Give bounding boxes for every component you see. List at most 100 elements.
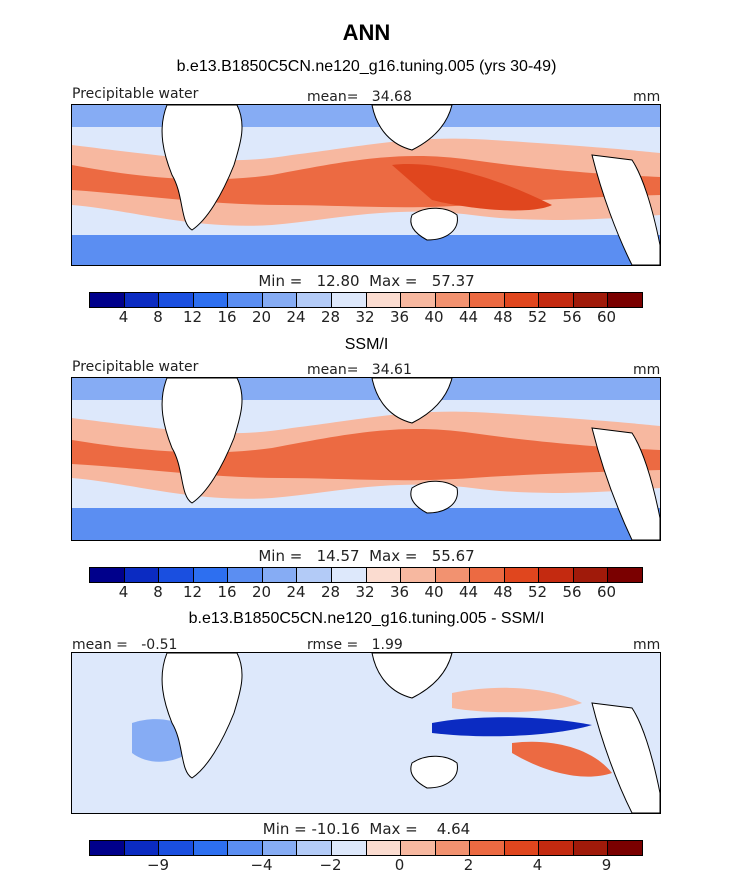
colorbar-swatch	[504, 568, 540, 582]
colorbar-tick-label: 16	[217, 308, 237, 326]
colorbar-tick-label: 9	[601, 856, 612, 874]
colorbar-swatch	[228, 841, 263, 855]
colorbar-swatch	[124, 293, 160, 307]
figure-title: ANN	[342, 20, 391, 45]
colorbar-tick-label: 40	[424, 583, 444, 601]
panel3-warm-south	[512, 741, 612, 777]
colorbar-swatch	[90, 293, 125, 307]
colorbar-swatch	[608, 841, 642, 855]
colorbar-swatch	[573, 841, 609, 855]
colorbar-tick-label: 32	[355, 308, 375, 326]
colorbar-tick-label: 24	[286, 583, 306, 601]
panel2-map-svg	[72, 378, 660, 540]
panel2-america	[591, 427, 660, 540]
colorbar-tick-label: 52	[527, 583, 548, 601]
panel1-north-band	[72, 105, 660, 127]
colorbar-tick-label: 20	[251, 308, 272, 326]
panel3-subtitle: b.e13.B1850C5CN.ne120_g16.tuning.005 - S…	[188, 610, 545, 627]
panel3-min-max: Min = -10.16 Max = 4.64	[262, 820, 471, 838]
colorbar-tick-label: 60	[596, 308, 617, 326]
colorbar-swatch	[331, 568, 367, 582]
panel1-min-max: Min = 12.80 Max = 57.37	[258, 272, 475, 290]
colorbar-swatch	[435, 841, 471, 855]
panel3-mean-label: mean = -0.51	[72, 637, 178, 653]
panel1-units-label: mm	[633, 89, 661, 105]
panel3-africa	[161, 653, 243, 779]
colorbar-swatch	[90, 568, 125, 582]
colorbar-swatch	[331, 293, 367, 307]
colorbar-tick-label: 16	[217, 583, 237, 601]
panel1-america	[591, 154, 660, 265]
colorbar-tick-label: 60	[596, 583, 617, 601]
panel1-subtitle: b.e13.B1850C5CN.ne120_g16.tuning.005 (yr…	[176, 58, 557, 75]
colorbar-tick-label: 56	[562, 308, 582, 326]
panel3-australia	[410, 755, 458, 789]
colorbar-tick-label: 48	[493, 308, 513, 326]
panel1-australia	[410, 207, 458, 241]
panel1-colorbar-ticks: 4 8 12 16 20 24 28 32 36 40 44 48 52 56 60	[89, 308, 641, 328]
colorbar-swatch	[504, 293, 540, 307]
panel3-america	[591, 702, 660, 813]
colorbar-swatch	[331, 841, 367, 855]
panel2-asia	[371, 378, 453, 424]
panel2-north-band	[72, 378, 660, 400]
panel2-australia	[410, 480, 458, 514]
colorbar-swatch	[401, 293, 436, 307]
colorbar-swatch	[124, 568, 160, 582]
colorbar-swatch	[124, 841, 160, 855]
panel2-colorbar-ticks: 4 8 12 16 20 24 28 32 36 40 44 48 52 56 60	[89, 583, 641, 603]
colorbar-tick-label: 4	[118, 308, 129, 326]
colorbar-tick-label: −4	[250, 856, 273, 874]
colorbar-tick-label: −9	[146, 856, 170, 874]
colorbar-swatch	[159, 568, 194, 582]
colorbar-tick-label: 36	[389, 583, 410, 601]
panel1-asia	[371, 105, 453, 151]
colorbar-swatch	[193, 293, 229, 307]
colorbar-tick-label: 44	[458, 583, 479, 601]
colorbar-swatch	[297, 841, 332, 855]
panel2-min-max: Min = 14.57 Max = 55.67	[258, 547, 475, 565]
colorbar-swatch	[366, 568, 402, 582]
panel2-africa	[161, 378, 243, 504]
panel1-colorbar	[89, 292, 643, 308]
colorbar-swatch	[470, 568, 505, 582]
colorbar-swatch	[539, 568, 574, 582]
colorbar-swatch	[539, 293, 574, 307]
colorbar-swatch	[401, 568, 436, 582]
panel2-units-label: mm	[633, 362, 661, 378]
colorbar-swatch	[573, 568, 609, 582]
colorbar-swatch	[435, 293, 471, 307]
colorbar-swatch	[573, 293, 609, 307]
colorbar-tick-label: 2	[463, 856, 474, 874]
panel1-field-label: Precipitable water	[72, 86, 199, 102]
colorbar-swatch	[366, 293, 402, 307]
colorbar-tick-label: 0	[394, 856, 405, 874]
colorbar-swatch	[608, 293, 642, 307]
colorbar-swatch	[470, 841, 505, 855]
colorbar-swatch	[504, 841, 540, 855]
colorbar-tick-label: 48	[493, 583, 513, 601]
colorbar-swatch	[193, 568, 229, 582]
colorbar-swatch	[228, 568, 263, 582]
panel3-rmse-label: rmse = 1.99	[307, 637, 403, 653]
panel3-units-label: mm	[633, 637, 661, 653]
colorbar-tick-label: 36	[389, 308, 410, 326]
colorbar-swatch	[297, 568, 332, 582]
panel2-colorbar	[89, 567, 643, 583]
panel3-cold-core	[432, 717, 592, 737]
colorbar-swatch	[90, 841, 125, 855]
colorbar-swatch	[159, 841, 194, 855]
colorbar-swatch	[297, 293, 332, 307]
colorbar-swatch	[366, 841, 402, 855]
panel3-asia	[371, 653, 453, 699]
colorbar-swatch	[608, 568, 642, 582]
colorbar-tick-label: 20	[251, 583, 272, 601]
colorbar-tick-label: 4	[532, 856, 543, 874]
colorbar-tick-label: 28	[320, 308, 341, 326]
colorbar-tick-label: 32	[355, 583, 375, 601]
colorbar-swatch	[262, 568, 298, 582]
colorbar-swatch	[401, 841, 436, 855]
colorbar-swatch	[159, 293, 194, 307]
panel2-mean-label: mean= 34.61	[307, 362, 412, 378]
